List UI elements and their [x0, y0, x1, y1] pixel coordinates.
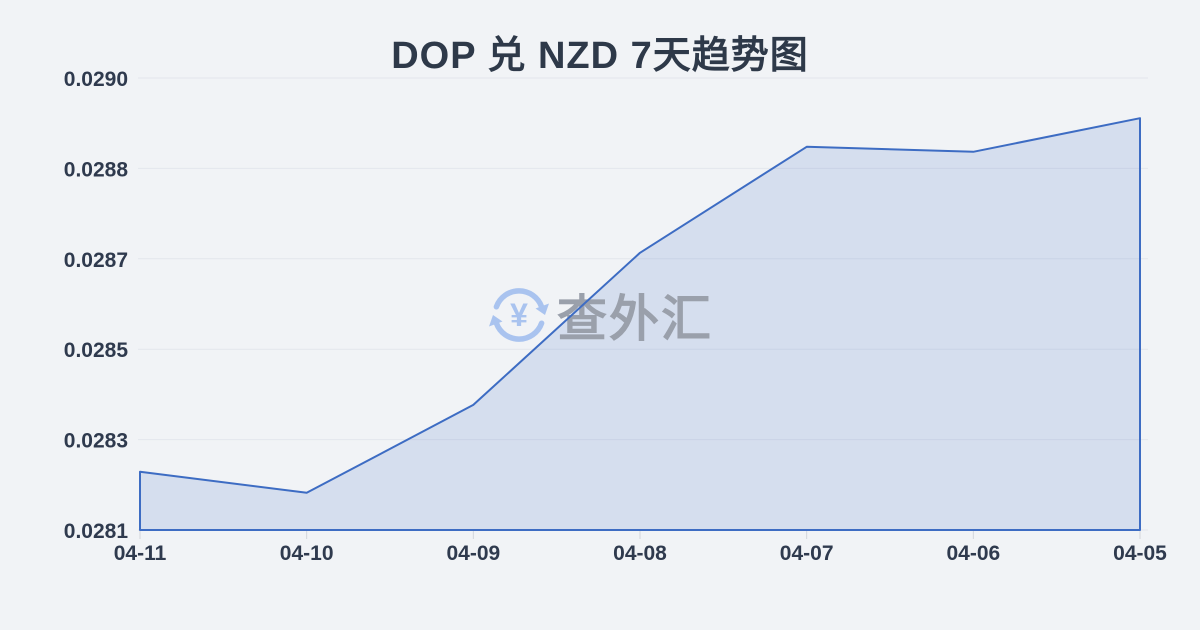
x-axis-label: 04-08 [613, 542, 667, 565]
x-axis-label: 04-11 [114, 542, 167, 565]
y-axis-label: 0.0281 [64, 520, 129, 543]
x-axis-label: 04-09 [446, 542, 500, 565]
watermark-brand-text: 查外汇 [557, 291, 713, 347]
x-axis-label: 04-10 [280, 542, 334, 565]
area-series-fill [140, 118, 1140, 530]
y-axis-label: 0.0283 [64, 430, 128, 453]
yen-symbol: ¥ [510, 297, 528, 333]
x-axis-label: 04-06 [946, 542, 1000, 565]
y-axis-label: 0.0285 [64, 339, 129, 362]
y-axis-label: 0.0288 [64, 158, 129, 181]
x-axis-label: 04-07 [780, 542, 834, 565]
line-series [139, 117, 1141, 531]
currency-exchange-refresh-icon [493, 320, 545, 342]
currency-exchange-refresh-icon [535, 303, 549, 315]
watermark: ¥ 查外汇 [489, 288, 713, 347]
x-axis-label: 04-05 [1113, 542, 1167, 565]
y-axis-label: 0.0287 [64, 249, 128, 272]
chart-title: DOP 兑 NZD 7天趋势图 [391, 35, 809, 77]
currency-exchange-refresh-icon [493, 288, 545, 310]
currency-exchange-refresh-icon [489, 315, 503, 327]
y-axis-label: 0.0290 [64, 68, 128, 91]
